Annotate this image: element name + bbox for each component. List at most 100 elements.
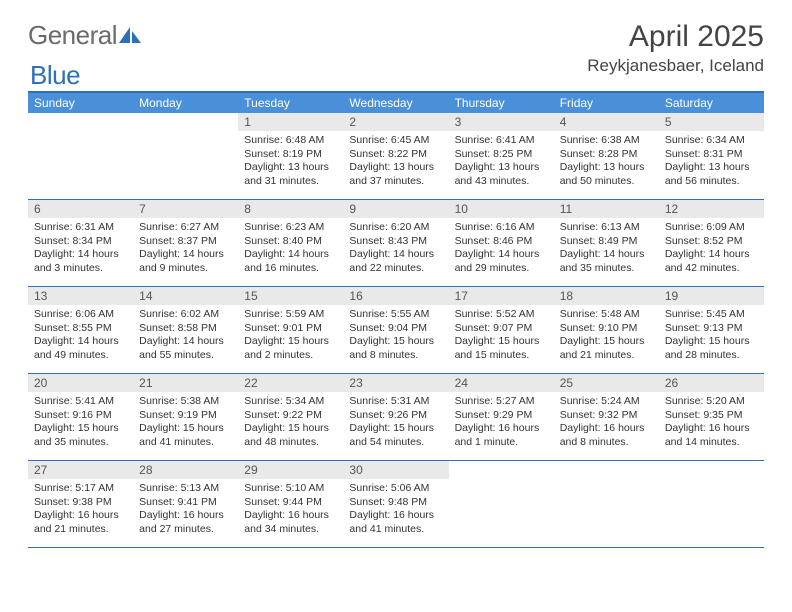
- calendar-day-cell: 7Sunrise: 6:27 AMSunset: 8:37 PMDaylight…: [133, 200, 238, 286]
- daylight-text: Daylight: 14 hours: [139, 248, 232, 262]
- sunrise-text: Sunrise: 5:06 AM: [349, 482, 442, 496]
- day-number: 4: [554, 113, 659, 131]
- calendar-day-cell: 27Sunrise: 5:17 AMSunset: 9:38 PMDayligh…: [28, 461, 133, 547]
- daylight-text: Daylight: 13 hours: [244, 161, 337, 175]
- daylight-text: Daylight: 13 hours: [455, 161, 548, 175]
- day-details: Sunrise: 5:45 AMSunset: 9:13 PMDaylight:…: [659, 305, 764, 367]
- sunrise-text: Sunrise: 5:55 AM: [349, 308, 442, 322]
- calendar-day-cell: 19Sunrise: 5:45 AMSunset: 9:13 PMDayligh…: [659, 287, 764, 373]
- daylight-text: Daylight: 14 hours: [665, 248, 758, 262]
- daylight-text: Daylight: 14 hours: [34, 248, 127, 262]
- sunset-text: Sunset: 9:19 PM: [139, 409, 232, 423]
- day-number: 10: [449, 200, 554, 218]
- day-details: Sunrise: 6:45 AMSunset: 8:22 PMDaylight:…: [343, 131, 448, 193]
- sunset-text: Sunset: 9:01 PM: [244, 322, 337, 336]
- daylight-text: and 21 minutes.: [34, 523, 127, 537]
- sunset-text: Sunset: 9:29 PM: [455, 409, 548, 423]
- day-details: Sunrise: 6:27 AMSunset: 8:37 PMDaylight:…: [133, 218, 238, 280]
- calendar-empty-cell: [449, 461, 554, 547]
- sunrise-text: Sunrise: 6:41 AM: [455, 134, 548, 148]
- sunset-text: Sunset: 8:34 PM: [34, 235, 127, 249]
- sunset-text: Sunset: 9:41 PM: [139, 496, 232, 510]
- daylight-text: Daylight: 15 hours: [34, 422, 127, 436]
- calendar-day-cell: 30Sunrise: 5:06 AMSunset: 9:48 PMDayligh…: [343, 461, 448, 547]
- calendar-week-row: 6Sunrise: 6:31 AMSunset: 8:34 PMDaylight…: [28, 200, 764, 287]
- sunset-text: Sunset: 8:28 PM: [560, 148, 653, 162]
- location-label: Reykjanesbaer, Iceland: [587, 56, 764, 76]
- calendar-day-cell: 21Sunrise: 5:38 AMSunset: 9:19 PMDayligh…: [133, 374, 238, 460]
- day-number: 1: [238, 113, 343, 131]
- sunrise-text: Sunrise: 5:17 AM: [34, 482, 127, 496]
- day-details: Sunrise: 5:13 AMSunset: 9:41 PMDaylight:…: [133, 479, 238, 541]
- day-number: 7: [133, 200, 238, 218]
- daylight-text: Daylight: 14 hours: [34, 335, 127, 349]
- sunset-text: Sunset: 8:37 PM: [139, 235, 232, 249]
- daylight-text: and 1 minute.: [455, 436, 548, 450]
- sunrise-text: Sunrise: 5:45 AM: [665, 308, 758, 322]
- calendar-day-cell: 22Sunrise: 5:34 AMSunset: 9:22 PMDayligh…: [238, 374, 343, 460]
- daylight-text: and 2 minutes.: [244, 349, 337, 363]
- sunrise-text: Sunrise: 6:20 AM: [349, 221, 442, 235]
- calendar-day-cell: 15Sunrise: 5:59 AMSunset: 9:01 PMDayligh…: [238, 287, 343, 373]
- calendar-day-cell: 18Sunrise: 5:48 AMSunset: 9:10 PMDayligh…: [554, 287, 659, 373]
- day-number: 15: [238, 287, 343, 305]
- daylight-text: and 34 minutes.: [244, 523, 337, 537]
- sunset-text: Sunset: 9:13 PM: [665, 322, 758, 336]
- day-number: 23: [343, 374, 448, 392]
- daylight-text: Daylight: 13 hours: [560, 161, 653, 175]
- sunrise-text: Sunrise: 5:38 AM: [139, 395, 232, 409]
- sunrise-text: Sunrise: 5:10 AM: [244, 482, 337, 496]
- calendar-day-cell: 25Sunrise: 5:24 AMSunset: 9:32 PMDayligh…: [554, 374, 659, 460]
- sunrise-text: Sunrise: 6:02 AM: [139, 308, 232, 322]
- day-details: Sunrise: 6:48 AMSunset: 8:19 PMDaylight:…: [238, 131, 343, 193]
- brand-name-part2: Blue: [30, 60, 80, 91]
- daylight-text: Daylight: 15 hours: [244, 335, 337, 349]
- calendar-day-cell: 24Sunrise: 5:27 AMSunset: 9:29 PMDayligh…: [449, 374, 554, 460]
- calendar-day-cell: 16Sunrise: 5:55 AMSunset: 9:04 PMDayligh…: [343, 287, 448, 373]
- sunrise-text: Sunrise: 5:48 AM: [560, 308, 653, 322]
- calendar-day-cell: 1Sunrise: 6:48 AMSunset: 8:19 PMDaylight…: [238, 113, 343, 199]
- sunset-text: Sunset: 8:31 PM: [665, 148, 758, 162]
- sunrise-text: Sunrise: 5:41 AM: [34, 395, 127, 409]
- sunrise-text: Sunrise: 5:52 AM: [455, 308, 548, 322]
- calendar-empty-cell: [28, 113, 133, 199]
- day-of-week-header: Tuesday: [238, 93, 343, 113]
- day-of-week-header: Friday: [554, 93, 659, 113]
- calendar-day-cell: 10Sunrise: 6:16 AMSunset: 8:46 PMDayligh…: [449, 200, 554, 286]
- daylight-text: Daylight: 15 hours: [244, 422, 337, 436]
- brand-logo: General: [28, 20, 141, 51]
- calendar-day-cell: 6Sunrise: 6:31 AMSunset: 8:34 PMDaylight…: [28, 200, 133, 286]
- day-of-week-header: Saturday: [659, 93, 764, 113]
- day-of-week-header: Monday: [133, 93, 238, 113]
- daylight-text: and 41 minutes.: [349, 523, 442, 537]
- daylight-text: Daylight: 16 hours: [560, 422, 653, 436]
- daylight-text: Daylight: 15 hours: [665, 335, 758, 349]
- sunset-text: Sunset: 8:19 PM: [244, 148, 337, 162]
- daylight-text: and 48 minutes.: [244, 436, 337, 450]
- daylight-text: Daylight: 13 hours: [349, 161, 442, 175]
- day-details: Sunrise: 5:10 AMSunset: 9:44 PMDaylight:…: [238, 479, 343, 541]
- day-number: 28: [133, 461, 238, 479]
- daylight-text: Daylight: 14 hours: [349, 248, 442, 262]
- sunrise-text: Sunrise: 6:16 AM: [455, 221, 548, 235]
- daylight-text: and 21 minutes.: [560, 349, 653, 363]
- daylight-text: and 49 minutes.: [34, 349, 127, 363]
- day-number: 22: [238, 374, 343, 392]
- day-number: 16: [343, 287, 448, 305]
- daylight-text: and 41 minutes.: [139, 436, 232, 450]
- calendar-day-cell: 20Sunrise: 5:41 AMSunset: 9:16 PMDayligh…: [28, 374, 133, 460]
- sunset-text: Sunset: 8:25 PM: [455, 148, 548, 162]
- day-number: 11: [554, 200, 659, 218]
- daylight-text: Daylight: 15 hours: [455, 335, 548, 349]
- day-of-week-header: Wednesday: [343, 93, 448, 113]
- day-number: 24: [449, 374, 554, 392]
- day-details: Sunrise: 5:17 AMSunset: 9:38 PMDaylight:…: [28, 479, 133, 541]
- sunrise-text: Sunrise: 6:34 AM: [665, 134, 758, 148]
- day-number: 5: [659, 113, 764, 131]
- day-number: 3: [449, 113, 554, 131]
- day-details: Sunrise: 5:48 AMSunset: 9:10 PMDaylight:…: [554, 305, 659, 367]
- day-number: 21: [133, 374, 238, 392]
- day-number: 17: [449, 287, 554, 305]
- calendar-day-cell: 28Sunrise: 5:13 AMSunset: 9:41 PMDayligh…: [133, 461, 238, 547]
- daylight-text: Daylight: 16 hours: [139, 509, 232, 523]
